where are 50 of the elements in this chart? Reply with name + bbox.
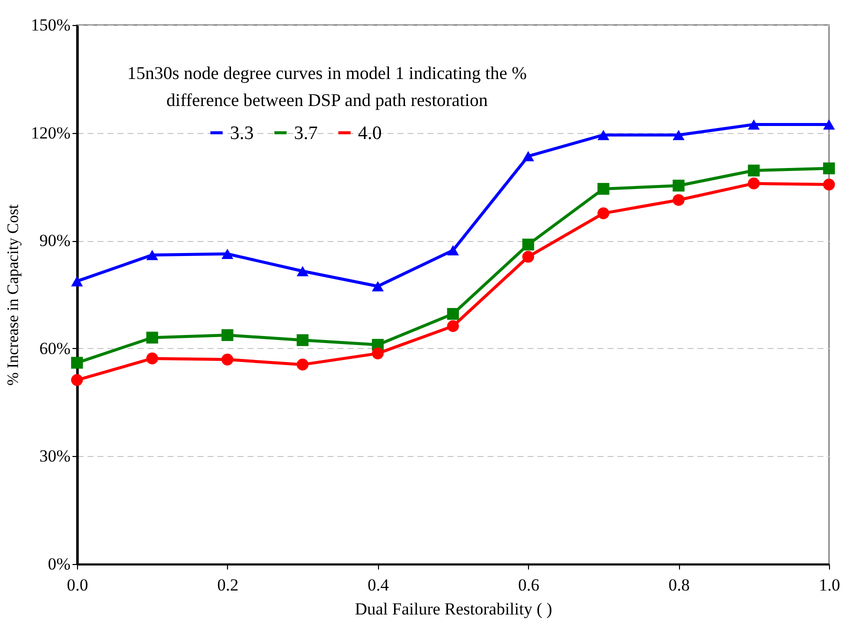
x-tick-label: 1.0 (818, 576, 840, 594)
point (823, 119, 835, 130)
y-tick-label: 30% (39, 446, 70, 466)
point (748, 119, 760, 130)
point (296, 334, 309, 346)
point (597, 130, 610, 140)
point (748, 178, 760, 190)
x-tick-label: 0.2 (217, 576, 239, 594)
point (447, 320, 459, 332)
point (296, 266, 309, 276)
point (372, 348, 384, 360)
point (823, 178, 835, 190)
y-tick-label: 120% (30, 123, 70, 142)
y-tick-label: 0% (48, 554, 70, 574)
legend-label: 3.7 (294, 122, 318, 144)
point (296, 358, 309, 370)
point (672, 180, 685, 192)
point (146, 250, 158, 260)
point (447, 245, 459, 256)
x-axis-title: Dual Failure Restorability ( ) (354, 600, 552, 618)
point (522, 238, 534, 250)
legend-label: 3.3 (230, 122, 254, 144)
point (71, 276, 83, 286)
point (672, 130, 685, 140)
point (597, 182, 610, 195)
y-axis-title: % Increase in Capacity Cost (4, 204, 22, 386)
point (672, 194, 685, 206)
point (447, 308, 459, 320)
point (146, 352, 158, 364)
point (71, 374, 83, 386)
y-tick-label: 150% (30, 16, 70, 34)
x-tick-label: 0.6 (518, 576, 540, 594)
text: 15n30s node degree curves in model 1 indicating the % difference between DSP and path restoration (127, 63, 527, 110)
point (372, 281, 384, 292)
point (522, 250, 534, 263)
point (221, 354, 234, 366)
y-tick-label: 60% (39, 338, 70, 358)
x-tick-label: 0.0 (66, 576, 88, 594)
point (597, 207, 610, 220)
point (522, 151, 534, 162)
legend-label: 4.0 (358, 122, 382, 144)
x-tick-label: 0.4 (368, 576, 390, 594)
point (221, 248, 234, 260)
y-tick-label: 90% (39, 231, 70, 250)
point (71, 356, 83, 369)
x-tick-label: 0.8 (668, 576, 690, 594)
point (748, 164, 760, 176)
point (823, 162, 835, 174)
point (221, 329, 234, 342)
point (146, 332, 158, 344)
